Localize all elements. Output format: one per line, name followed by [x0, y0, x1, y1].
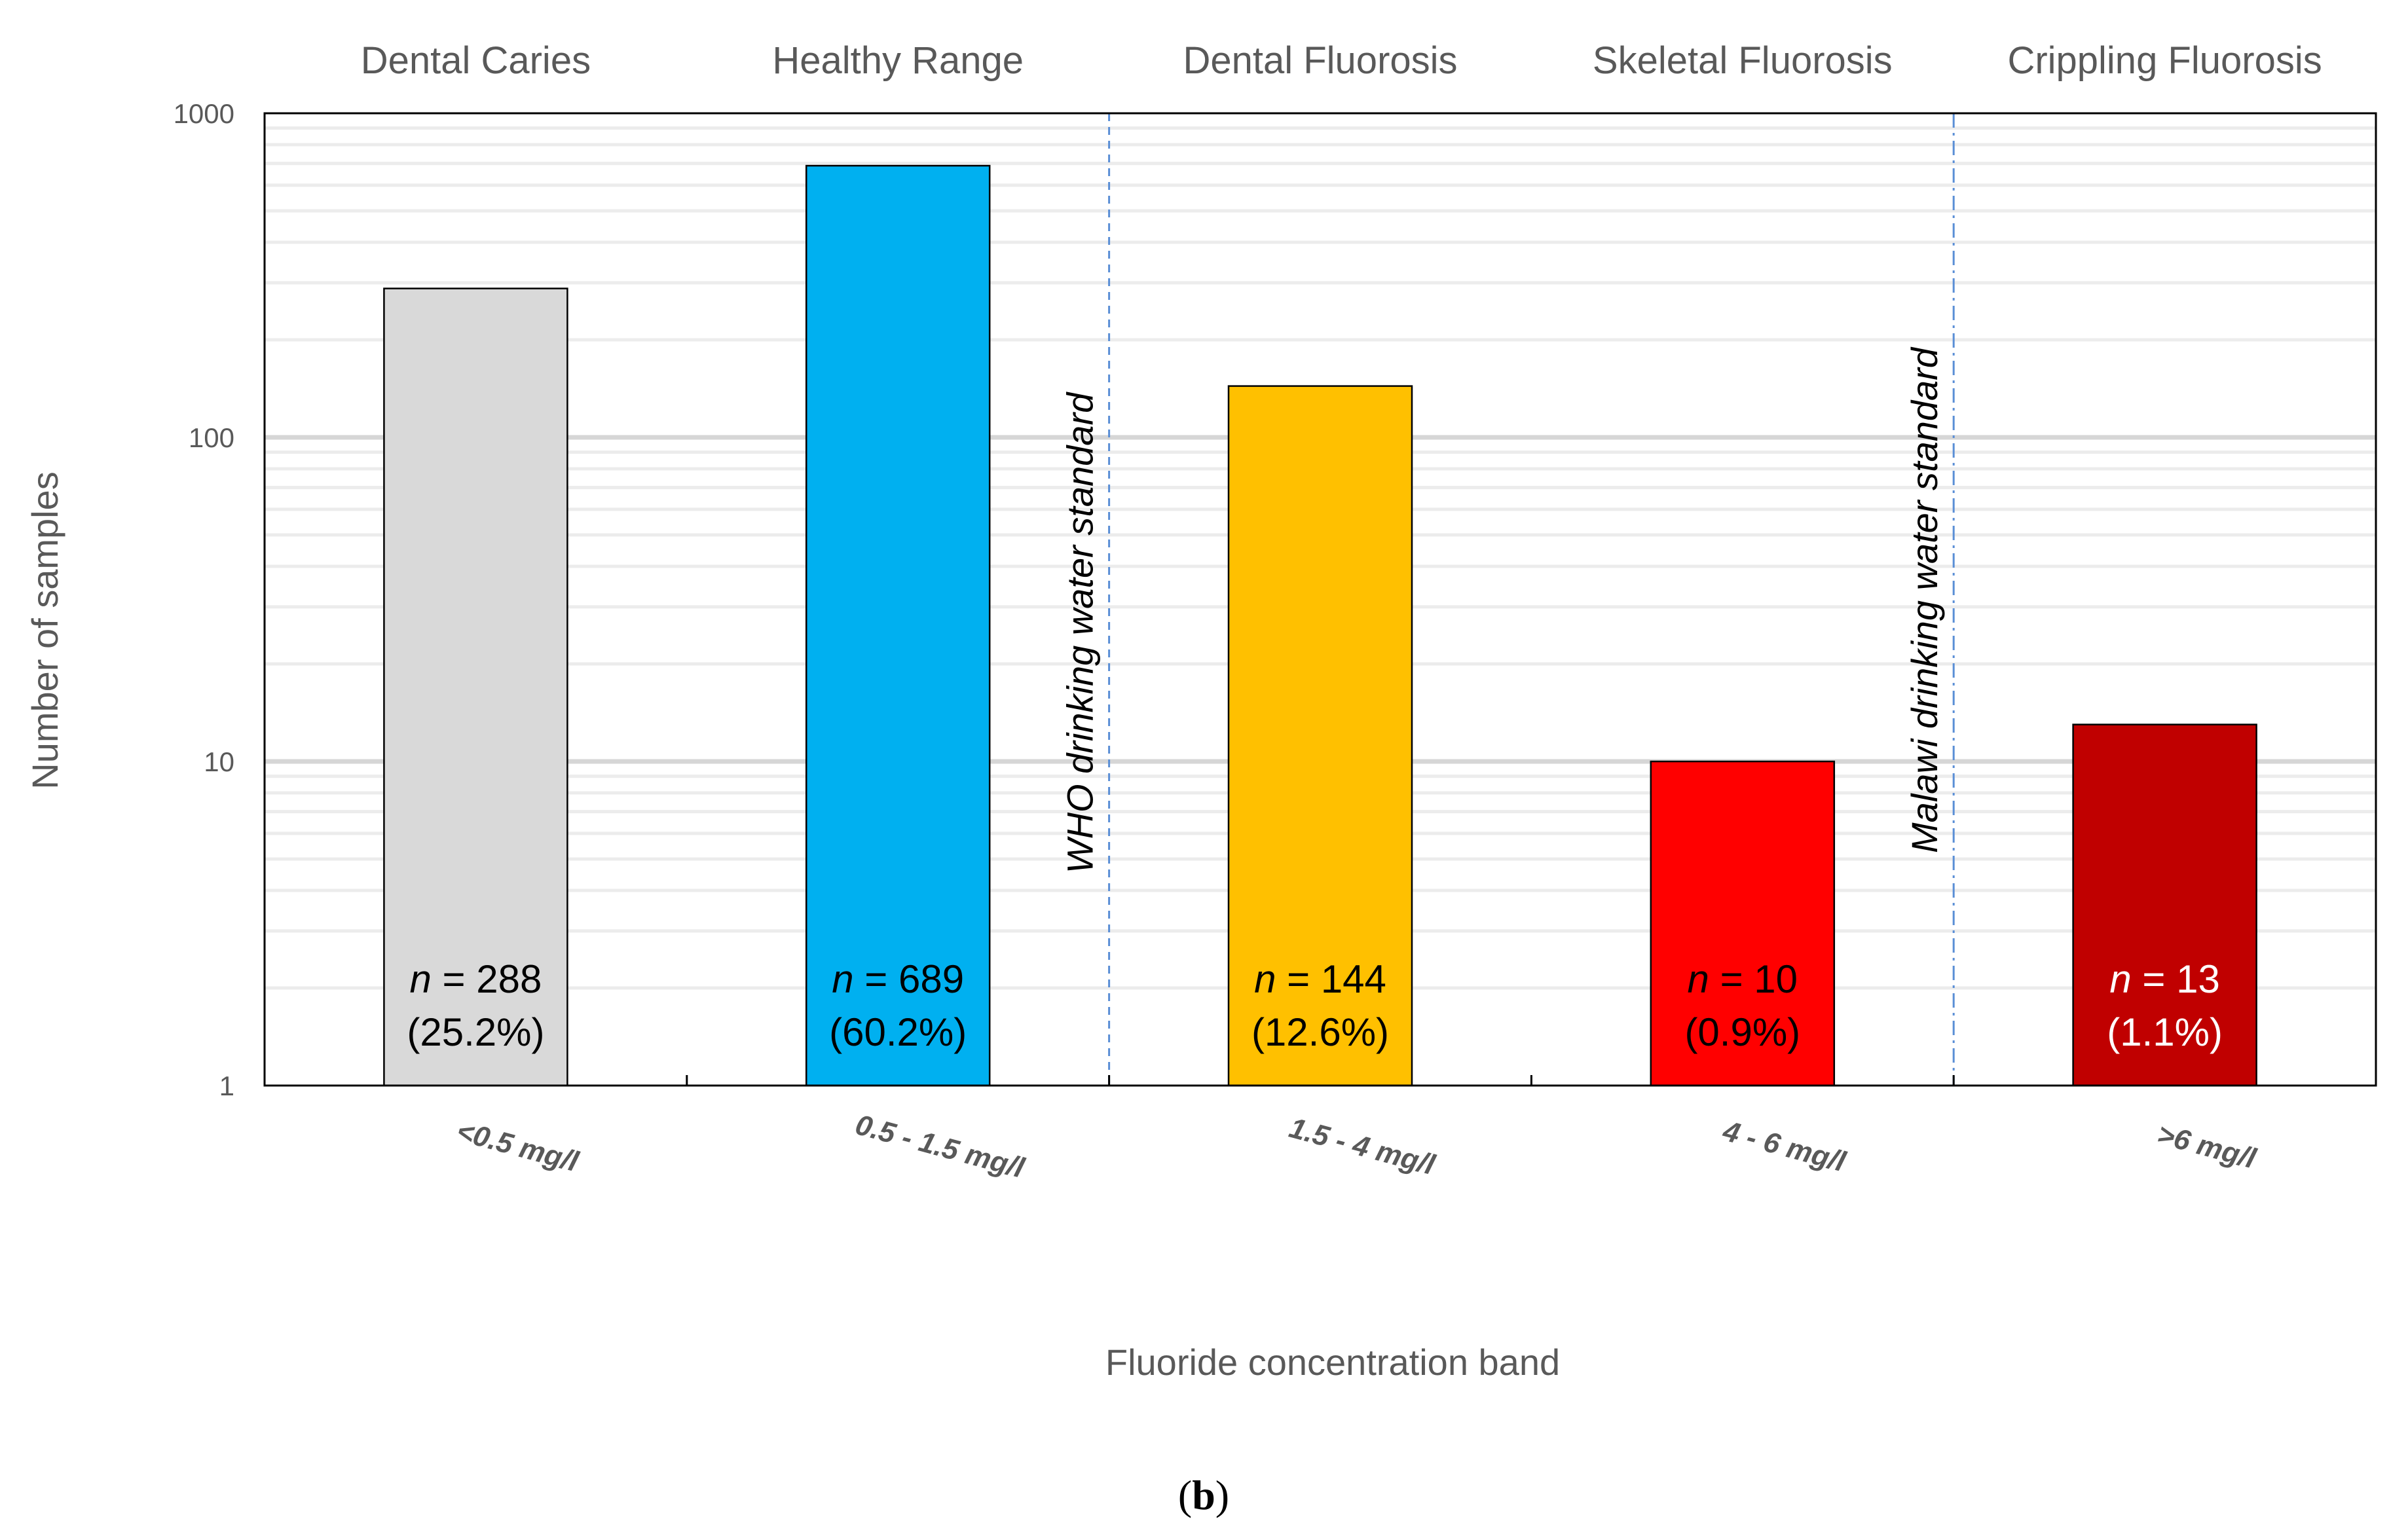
percent-label: (12.6%) [1251, 1010, 1389, 1054]
sample-count-value: = 10 [1709, 957, 1798, 1001]
y-tick-label: 100 [189, 422, 234, 453]
percent-label: (25.2%) [407, 1010, 544, 1054]
panel-letter: b [1192, 1472, 1215, 1518]
n-symbol: n [1254, 957, 1276, 1001]
y-tick-label: 10 [204, 746, 234, 777]
x-category-label: 1.5 - 4 mg/l [1286, 1112, 1439, 1181]
bar [805, 164, 991, 1087]
bar [2072, 723, 2257, 1087]
bar [383, 287, 568, 1087]
reference-line-label: WHO drinking water standard [1060, 392, 1101, 873]
x-category-label: >6 mg/l [2154, 1118, 2259, 1175]
band-label: Dental Caries [361, 39, 591, 82]
sample-count-value: = 144 [1276, 957, 1386, 1001]
bars [383, 164, 2257, 1087]
y-tick-labels: 1 10 100 1000 [174, 98, 234, 1101]
sample-count-value: = 288 [432, 957, 542, 1001]
reference-lines [1108, 113, 1955, 1086]
n-symbol: n [1688, 957, 1709, 1001]
percent-label: (1.1%) [2107, 1010, 2223, 1054]
x-category-label: 0.5 - 1.5 mg/l [852, 1108, 1028, 1184]
band-label: Skeletal Fluorosis [1593, 39, 1893, 82]
sample-count-value: = 13 [2132, 957, 2220, 1001]
y-tick-label: 1 [219, 1070, 234, 1101]
panel-label: (b) [1178, 1472, 1229, 1518]
bar [1227, 385, 1413, 1087]
x-axis-label: Fluoride concentration band [1105, 1342, 1560, 1383]
band-labels: Dental Caries Healthy Range Dental Fluoros… [361, 39, 2322, 82]
plot-area-frame [263, 112, 2377, 1087]
reference-line-labels: WHO drinking water standard Malawi drinki… [1060, 346, 1946, 873]
n-symbol: n [409, 957, 431, 1001]
sample-count-label: n = 144 [1254, 957, 1386, 1001]
x-category-label: 4 - 6 mg/l [1719, 1114, 1849, 1178]
x-ticks [686, 1075, 1955, 1086]
sample-count-label: n = 13 [2109, 957, 2220, 1001]
band-label: Dental Fluorosis [1183, 39, 1457, 82]
percent-label: (0.9%) [1684, 1010, 1800, 1054]
sample-count-label: n = 288 [409, 957, 542, 1001]
value-labels: n = 288 (25.2%) n = 689 (60.2%) n = 144 (12.6… [407, 957, 2223, 1054]
y-tick-label: 1000 [174, 98, 234, 129]
sample-count-label: n = 10 [1688, 957, 1798, 1001]
x-category-labels: <0.5 mg/l 0.5 - 1.5 mg/l 1.5 - 4 mg/l 4 - 6… [453, 1108, 2259, 1184]
y-axis-label: Number of samples [24, 471, 65, 790]
band-label: Healthy Range [772, 39, 1024, 82]
sample-count-value: = 689 [854, 957, 965, 1001]
percent-label: (60.2%) [829, 1010, 967, 1054]
n-symbol: n [2109, 957, 2131, 1001]
sample-count-label: n = 689 [832, 957, 964, 1001]
band-label: Crippling Fluorosis [2007, 39, 2322, 82]
reference-line-label: Malawi drinking water standard [1904, 346, 1945, 853]
x-category-label: <0.5 mg/l [453, 1115, 582, 1179]
n-symbol: n [832, 957, 853, 1001]
